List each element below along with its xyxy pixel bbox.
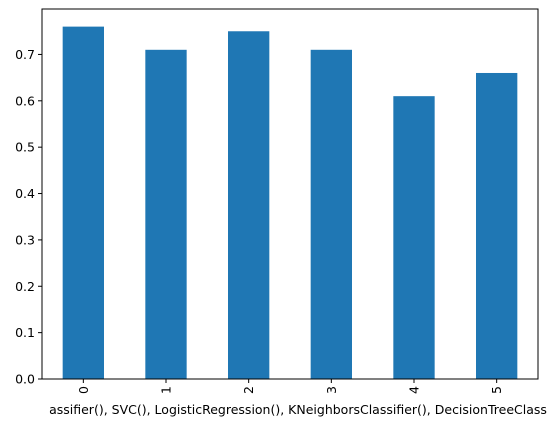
y-axis-ticks: 0.0 0.1 0.2 0.3 0.4 0.5 0.6 0.7	[15, 47, 42, 387]
x-tick-label: 2	[241, 386, 256, 394]
x-tick-label: 4	[407, 386, 422, 394]
x-axis-ticks: 0 1 2 3 4 5	[76, 379, 504, 394]
y-tick-label: 0.7	[15, 47, 35, 62]
y-tick-label: 0.2	[15, 279, 35, 294]
bar-0	[62, 26, 104, 380]
y-tick-label: 0.5	[15, 140, 35, 155]
bar-2	[228, 31, 270, 379]
bar-5	[476, 72, 518, 379]
bar-4	[393, 96, 435, 380]
bar-3	[310, 49, 352, 380]
y-tick-label: 0.4	[15, 186, 35, 201]
x-axis-label: assifier(), SVC(), LogisticRegression(),…	[49, 402, 547, 417]
x-tick-label: 3	[324, 386, 339, 394]
x-tick-label: 5	[489, 386, 504, 394]
y-tick-label: 0.6	[15, 93, 35, 108]
y-tick-label: 0.3	[15, 232, 35, 247]
y-tick-label: 0.0	[15, 372, 35, 387]
y-tick-label: 0.1	[15, 325, 35, 340]
x-tick-label: 1	[159, 386, 174, 394]
bar-1	[145, 49, 187, 380]
bars-group	[62, 26, 518, 380]
plot-frame	[41, 8, 539, 380]
x-tick-label: 0	[76, 386, 91, 394]
